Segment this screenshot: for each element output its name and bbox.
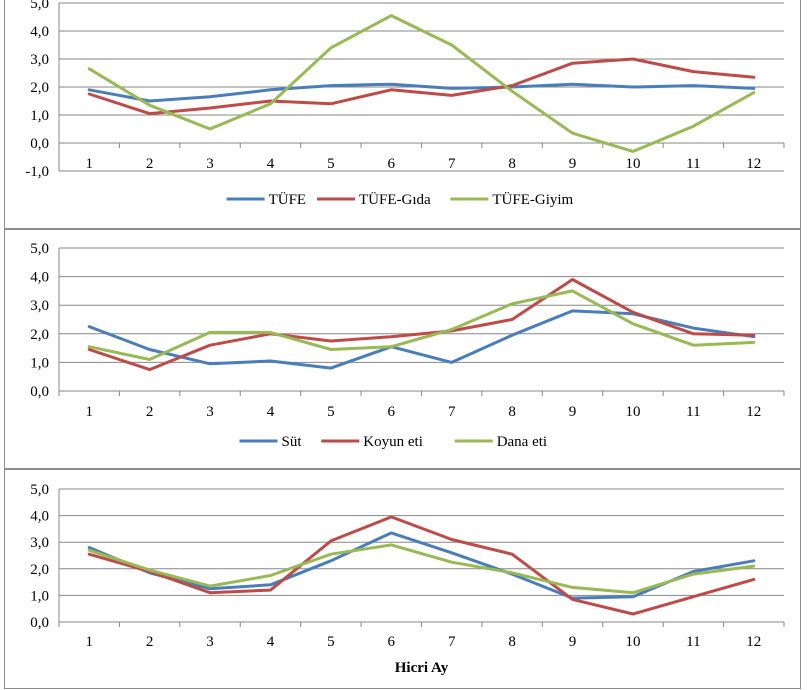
series-line-2 <box>87 57 756 116</box>
x-tick-label: 10 <box>625 634 640 650</box>
x-tick-label: 11 <box>686 634 700 650</box>
x-tick-label: 2 <box>146 634 154 650</box>
x-tick-label: 7 <box>448 634 456 650</box>
series-line-3 <box>87 289 756 361</box>
series-line-3 <box>87 14 756 153</box>
x-tick-label: 4 <box>267 634 275 650</box>
x-tick-label: 11 <box>686 404 700 420</box>
legend-label: TÜFE <box>269 191 307 208</box>
legend-label: Süt <box>282 434 303 450</box>
x-tick-label: 12 <box>746 634 761 650</box>
y-tick-label: 1,0 <box>30 355 49 371</box>
series-line-2 <box>87 515 756 616</box>
legend-label: TÜFE-Gıda <box>359 191 431 208</box>
x-tick-label: 3 <box>206 404 214 420</box>
y-tick-label: 0,0 <box>30 384 49 400</box>
chart-panel-food: 0,0 1,0 2,0 3,0 4,0 5,0 1 2 3 4 5 6 7 8 9 10 11 12 Süt Koyu… <box>4 229 801 469</box>
legend-label: TÜFE-Giyim <box>492 191 573 208</box>
y-tick-label: 4,0 <box>30 270 49 286</box>
x-tick-label: 7 <box>448 156 456 172</box>
x-tick-label: 3 <box>206 156 214 172</box>
x-tick-label: 5 <box>327 156 335 172</box>
series-line-2 <box>87 278 756 372</box>
x-tick-label: 8 <box>508 404 516 420</box>
y-tick-label: 2,0 <box>30 562 49 578</box>
y-tick-label: 3,0 <box>30 535 49 551</box>
y-tick-label: 5,0 <box>30 0 49 12</box>
series-line-1 <box>87 531 756 600</box>
chart-panel-cpi: -1,0 0,0 1,0 2,0 3,0 4,0 5,0 1 2 3 4 5 6 7 8 9 10 11 12 TÜF… <box>4 0 801 229</box>
x-tick-label: 1 <box>85 156 93 172</box>
y-tick-label: 4,0 <box>30 509 49 525</box>
x-tick-label: 1 <box>85 404 93 420</box>
x-tick-label: 4 <box>267 404 275 420</box>
x-tick-label: 12 <box>746 156 761 172</box>
x-tick-label: 2 <box>146 404 154 420</box>
x-tick-label: 1 <box>85 634 93 650</box>
legend: TÜFE TÜFE-Gıda TÜFE-Giyim <box>226 191 574 208</box>
series-line-1 <box>87 82 756 103</box>
legend-label: Koyun eti <box>363 434 423 450</box>
y-tick-label: 4,0 <box>30 24 49 40</box>
x-tick-label: 4 <box>267 156 275 172</box>
x-tick-label: 3 <box>206 634 214 650</box>
y-tick-label: 2,0 <box>30 327 49 343</box>
legend-label: Dana eti <box>497 434 547 450</box>
series-line-3 <box>87 543 756 595</box>
x-tick-label: 6 <box>388 634 396 650</box>
y-tick-label: -1,0 <box>25 164 49 180</box>
y-tick-label: 0,0 <box>30 615 49 631</box>
y-tick-label: 3,0 <box>30 52 49 68</box>
x-tick-label: 6 <box>388 404 396 420</box>
x-tick-label: 5 <box>327 404 335 420</box>
x-tick-label: 9 <box>569 404 577 420</box>
y-tick-label: 2,0 <box>30 80 49 96</box>
x-tick-label: 9 <box>569 634 577 650</box>
x-tick-label: 10 <box>625 404 640 420</box>
x-tick-label: 7 <box>448 404 456 420</box>
y-tick-label: 5,0 <box>30 482 49 498</box>
y-tick-label: 1,0 <box>30 588 49 604</box>
y-tick-label: 3,0 <box>30 298 49 314</box>
x-tick-label: 11 <box>686 156 700 172</box>
x-tick-label: 12 <box>746 404 761 420</box>
chart-cpi-svg: -1,00,01,02,03,04,05,01 2 3 4 5 6 7 8 9 10 11 12TÜF… <box>25 0 785 208</box>
x-tick-label: 5 <box>327 634 335 650</box>
y-tick-label: 0,0 <box>30 136 49 152</box>
x-tick-label: 8 <box>508 634 516 650</box>
y-tick-label: 5,0 <box>30 241 49 257</box>
x-tick-label: 8 <box>508 156 516 172</box>
x-tick-label: 2 <box>146 156 154 172</box>
x-tick-label: 10 <box>625 156 640 172</box>
x-tick-label: 9 <box>569 156 577 172</box>
chart-panel-combined: 0,0 1,0 2,0 3,0 4,0 5,0 1 2 3 4 5 6 7 8 9 10 11 12 Hicri A… <box>4 469 801 689</box>
x-axis-title: Hicri Ay <box>395 660 449 676</box>
x-tick-label: 6 <box>388 156 396 172</box>
legend: Süt Koyun eti Dana eti <box>239 434 547 450</box>
y-tick-label: 1,0 <box>30 108 49 124</box>
